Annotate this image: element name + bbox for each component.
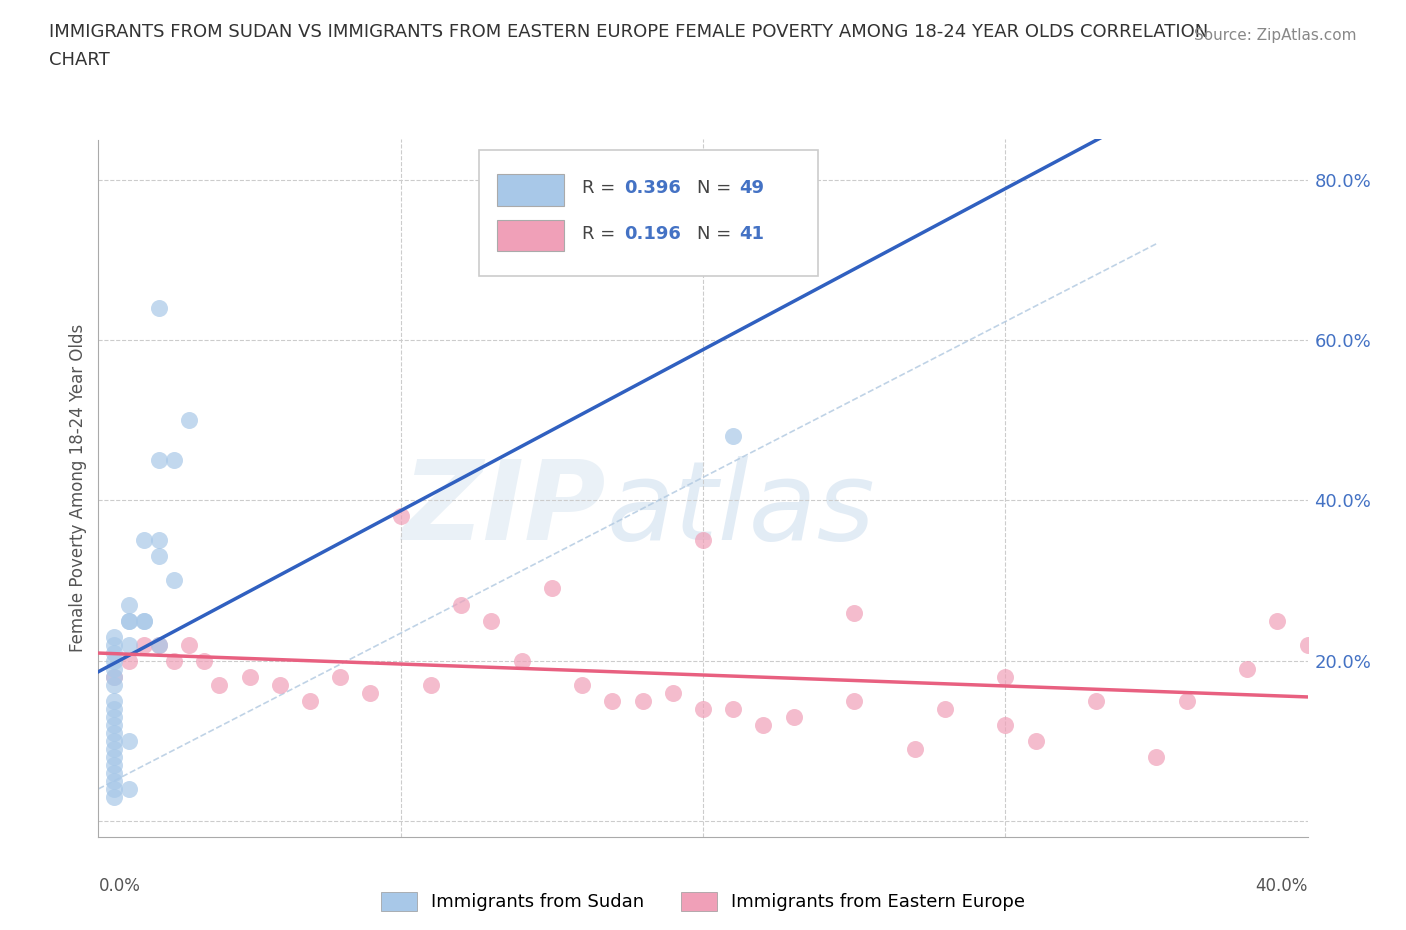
Point — [723, 429, 745, 444]
Point — [118, 734, 141, 749]
Point — [103, 750, 125, 764]
Point — [103, 781, 125, 796]
Legend: Immigrants from Sudan, Immigrants from Eastern Europe: Immigrants from Sudan, Immigrants from E… — [374, 884, 1032, 919]
Point — [844, 605, 866, 620]
Point — [1296, 637, 1319, 652]
FancyBboxPatch shape — [498, 175, 564, 206]
Point — [163, 653, 186, 668]
Point — [103, 629, 125, 644]
Text: Source: ZipAtlas.com: Source: ZipAtlas.com — [1194, 28, 1357, 43]
Point — [692, 533, 714, 548]
Text: N =: N = — [697, 225, 737, 243]
Point — [148, 637, 170, 652]
Text: N =: N = — [697, 179, 737, 197]
Point — [103, 717, 125, 732]
Text: ZIP: ZIP — [402, 456, 606, 563]
Point — [1085, 693, 1108, 708]
Point — [239, 670, 262, 684]
Point — [118, 597, 141, 612]
Point — [1236, 661, 1258, 676]
Point — [752, 717, 775, 732]
Point — [118, 613, 141, 628]
Point — [132, 613, 155, 628]
Point — [103, 710, 125, 724]
Point — [208, 677, 231, 692]
Point — [103, 774, 125, 789]
Point — [148, 549, 170, 564]
Point — [389, 509, 412, 524]
Point — [602, 693, 624, 708]
FancyBboxPatch shape — [498, 219, 564, 251]
Point — [994, 670, 1017, 684]
Text: 0.396: 0.396 — [624, 179, 682, 197]
Point — [103, 790, 125, 804]
Point — [148, 300, 170, 315]
Point — [103, 757, 125, 772]
Point — [1024, 734, 1046, 749]
Point — [103, 765, 125, 780]
Point — [329, 670, 352, 684]
Point — [1267, 613, 1289, 628]
Point — [103, 701, 125, 716]
Point — [103, 637, 125, 652]
Point — [103, 693, 125, 708]
Point — [179, 637, 201, 652]
FancyBboxPatch shape — [479, 150, 818, 275]
Point — [148, 637, 170, 652]
Y-axis label: Female Poverty Among 18-24 Year Olds: Female Poverty Among 18-24 Year Olds — [69, 325, 87, 652]
Point — [132, 533, 155, 548]
Point — [844, 693, 866, 708]
Text: IMMIGRANTS FROM SUDAN VS IMMIGRANTS FROM EASTERN EUROPE FEMALE POVERTY AMONG 18-: IMMIGRANTS FROM SUDAN VS IMMIGRANTS FROM… — [49, 23, 1209, 41]
Point — [103, 653, 125, 668]
Point — [179, 413, 201, 428]
Point — [103, 670, 125, 684]
Text: 40.0%: 40.0% — [1256, 877, 1308, 895]
Point — [103, 661, 125, 676]
Point — [994, 717, 1017, 732]
Point — [934, 701, 956, 716]
Point — [103, 725, 125, 740]
Point — [571, 677, 593, 692]
Point — [631, 693, 654, 708]
Point — [148, 453, 170, 468]
Point — [118, 653, 141, 668]
Point — [103, 734, 125, 749]
Point — [360, 685, 382, 700]
Point — [193, 653, 215, 668]
Point — [118, 781, 141, 796]
Point — [269, 677, 291, 692]
Point — [148, 533, 170, 548]
Point — [103, 645, 125, 660]
Point — [692, 701, 714, 716]
Point — [904, 741, 927, 756]
Text: R =: R = — [582, 179, 621, 197]
Point — [163, 453, 186, 468]
Point — [481, 613, 503, 628]
Point — [723, 701, 745, 716]
Point — [103, 670, 125, 684]
Point — [540, 581, 562, 596]
Text: 49: 49 — [740, 179, 765, 197]
Point — [103, 741, 125, 756]
Point — [118, 637, 141, 652]
Text: 0.196: 0.196 — [624, 225, 682, 243]
Point — [420, 677, 443, 692]
Point — [163, 573, 186, 588]
Point — [103, 677, 125, 692]
Point — [662, 685, 685, 700]
Text: atlas: atlas — [606, 456, 875, 563]
Point — [1175, 693, 1198, 708]
Point — [510, 653, 533, 668]
Point — [1144, 750, 1167, 764]
Point — [299, 693, 322, 708]
Point — [783, 710, 806, 724]
Point — [132, 613, 155, 628]
Text: 41: 41 — [740, 225, 765, 243]
Point — [118, 613, 141, 628]
Point — [450, 597, 472, 612]
Point — [132, 637, 155, 652]
Text: R =: R = — [582, 225, 621, 243]
Text: 0.0%: 0.0% — [98, 877, 141, 895]
Text: CHART: CHART — [49, 51, 110, 69]
